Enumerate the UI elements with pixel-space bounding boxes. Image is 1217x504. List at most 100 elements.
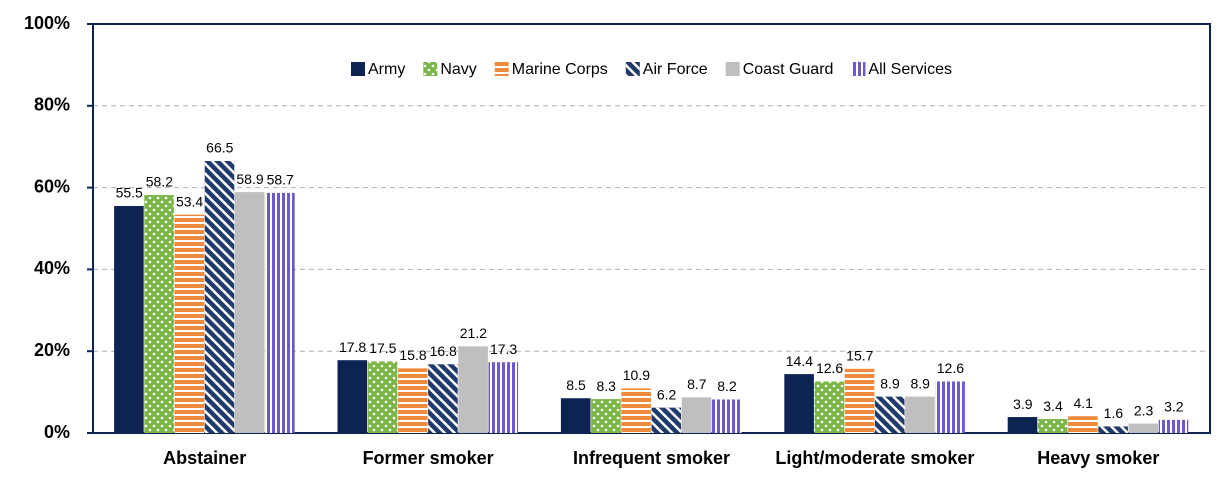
bar-group bbox=[874, 396, 905, 433]
bar bbox=[560, 398, 591, 433]
data-label: 58.2 bbox=[146, 174, 173, 190]
data-label: 8.9 bbox=[910, 375, 930, 391]
x-tick-label: Heavy smoker bbox=[1037, 448, 1160, 468]
data-label: 17.5 bbox=[369, 340, 396, 356]
bar-pattern bbox=[591, 399, 621, 433]
bar-group bbox=[651, 407, 682, 433]
bar-group bbox=[234, 192, 265, 433]
legend-swatch-pattern bbox=[625, 62, 640, 76]
data-label: 8.3 bbox=[596, 378, 616, 394]
bar-group bbox=[397, 368, 428, 433]
bar-group bbox=[591, 399, 621, 433]
bar-group bbox=[814, 381, 845, 433]
bar-pattern bbox=[814, 381, 845, 433]
data-label: 66.5 bbox=[206, 140, 233, 156]
data-label: 8.7 bbox=[687, 376, 707, 392]
bar-group bbox=[144, 194, 174, 433]
data-label: 1.6 bbox=[1104, 405, 1124, 421]
bar-group bbox=[621, 388, 651, 433]
data-label: 3.9 bbox=[1013, 396, 1033, 412]
legend-label: All Services bbox=[868, 61, 952, 78]
y-tick-label: 80% bbox=[34, 95, 70, 115]
bar-pattern bbox=[1068, 416, 1098, 433]
legend-label: Marine Corps bbox=[512, 61, 608, 78]
bar-pattern bbox=[844, 368, 875, 433]
bar-group bbox=[367, 361, 398, 433]
data-label: 17.3 bbox=[490, 341, 517, 357]
bar-group bbox=[560, 398, 591, 433]
bar-pattern bbox=[1037, 419, 1068, 433]
data-label: 10.9 bbox=[623, 367, 650, 383]
x-tick-label: Infrequent smoker bbox=[572, 448, 731, 468]
bar-pattern bbox=[397, 368, 428, 433]
bar-pattern bbox=[204, 161, 235, 433]
bar-pattern bbox=[488, 362, 519, 433]
data-label: 3.4 bbox=[1043, 398, 1063, 414]
legend-swatch-pattern bbox=[494, 62, 509, 76]
legend-swatch bbox=[725, 62, 740, 76]
bar bbox=[681, 397, 712, 433]
bar-group bbox=[1158, 419, 1189, 433]
data-label: 8.2 bbox=[717, 378, 737, 394]
bar-pattern bbox=[651, 407, 682, 433]
bar-group bbox=[265, 192, 295, 433]
bar-pattern bbox=[174, 214, 205, 433]
bar-group bbox=[1098, 426, 1128, 433]
bar-pattern bbox=[428, 364, 458, 433]
data-label: 4.1 bbox=[1073, 395, 1093, 411]
data-label: 53.4 bbox=[176, 193, 203, 209]
bar-group bbox=[905, 396, 935, 433]
data-label: 8.9 bbox=[880, 375, 900, 391]
x-tick-label: Abstainer bbox=[163, 448, 247, 468]
bar-pattern bbox=[874, 396, 905, 433]
data-label: 17.8 bbox=[339, 339, 366, 355]
bar-group bbox=[114, 206, 144, 433]
bar bbox=[905, 396, 935, 433]
data-label: 16.8 bbox=[430, 343, 457, 359]
bar-group bbox=[458, 346, 488, 433]
bar-group bbox=[1037, 419, 1068, 433]
data-label: 15.8 bbox=[399, 347, 426, 363]
y-tick-label: 0% bbox=[44, 422, 70, 442]
bar-pattern bbox=[144, 194, 174, 433]
y-tick-label: 100% bbox=[24, 13, 70, 33]
bar bbox=[1007, 417, 1038, 433]
bar bbox=[337, 360, 368, 433]
data-label: 21.2 bbox=[460, 325, 487, 341]
bar-group bbox=[1068, 416, 1098, 433]
bar-pattern bbox=[935, 381, 965, 433]
bar bbox=[784, 374, 814, 433]
bar-group bbox=[711, 399, 742, 433]
bar-group bbox=[1007, 417, 1038, 433]
legend: Army Navy Marine Corps Air Force Coast Guard… bbox=[350, 61, 952, 78]
data-label: 3.2 bbox=[1164, 399, 1184, 415]
legend-swatch-pattern bbox=[423, 62, 438, 76]
data-label: 8.5 bbox=[566, 377, 586, 393]
legend-label: Army bbox=[368, 61, 405, 78]
data-label: 15.7 bbox=[846, 347, 873, 363]
legend-swatch bbox=[350, 62, 365, 76]
bar-group bbox=[681, 397, 712, 433]
bar-group bbox=[337, 360, 368, 433]
bar bbox=[458, 346, 488, 433]
y-tick-label: 60% bbox=[34, 176, 70, 196]
x-tick-label: Former smoker bbox=[362, 448, 494, 468]
bar-group bbox=[428, 364, 458, 433]
legend-swatch-pattern bbox=[851, 62, 866, 76]
bar-group bbox=[935, 381, 965, 433]
data-label: 6.2 bbox=[657, 386, 677, 402]
bar-pattern bbox=[367, 361, 398, 433]
bar-pattern bbox=[1158, 419, 1189, 433]
bar bbox=[1128, 423, 1159, 433]
bar-pattern bbox=[1098, 426, 1128, 433]
legend-label: Coast Guard bbox=[743, 61, 834, 78]
legend-label: Navy bbox=[440, 61, 476, 78]
y-tick-label: 20% bbox=[34, 340, 70, 360]
bar-group bbox=[784, 374, 814, 433]
x-tick-label: Light/moderate smoker bbox=[775, 448, 975, 468]
data-label: 12.6 bbox=[816, 360, 843, 376]
bar-group bbox=[844, 368, 875, 433]
data-label: 58.9 bbox=[236, 171, 263, 187]
